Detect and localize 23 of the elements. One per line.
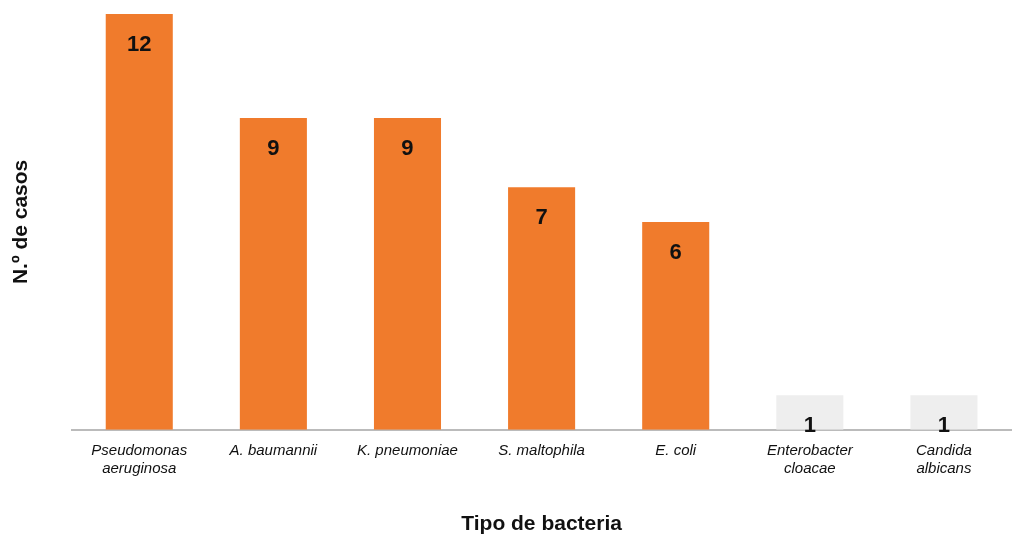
x-tick-label: Enterobacter cloacae: [766, 440, 854, 476]
bar: [642, 221, 710, 430]
bar: [373, 117, 442, 430]
data-label: 7: [535, 204, 548, 230]
x-tick-label: S. maltophila: [498, 440, 585, 458]
bar: [105, 14, 173, 430]
bar: [776, 395, 844, 430]
x-tick-label: E. coli: [655, 440, 697, 458]
data-label: 9: [267, 135, 280, 161]
x-tick-label: Candida albicans: [916, 440, 972, 476]
data-label: 9: [401, 135, 414, 161]
x-tick-label: Pseudomonas aeruginosa: [91, 440, 188, 476]
data-label: 1: [937, 412, 951, 438]
x-axis-title: Tipo de bacteria: [461, 511, 623, 535]
data-label: 1: [803, 412, 816, 438]
data-label: 12: [127, 31, 152, 57]
x-tick-label: K. pneumoniae: [357, 440, 458, 458]
y-axis-title: N.º de casos: [8, 159, 32, 285]
bar: [910, 395, 978, 430]
data-label: 6: [669, 238, 682, 264]
x-tick-label: A. baumannii: [228, 440, 318, 458]
bar: [508, 187, 576, 430]
bar: [239, 117, 307, 430]
